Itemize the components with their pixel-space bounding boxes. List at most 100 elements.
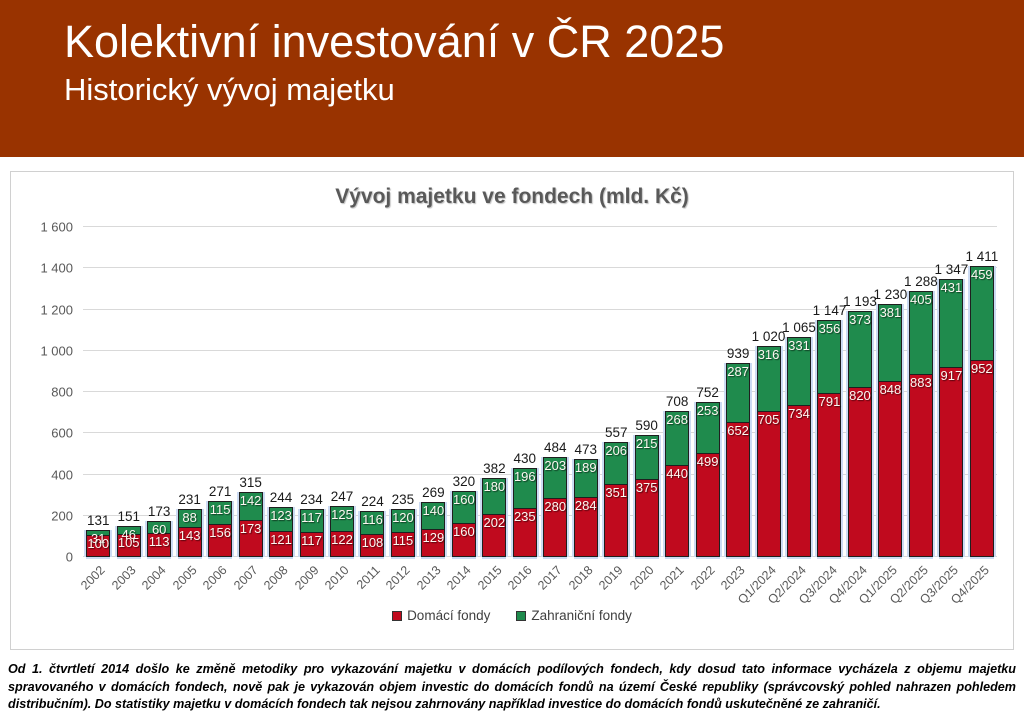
bar-total-label: 1 411 xyxy=(965,249,999,264)
bar-segment-value: 952 xyxy=(970,360,993,376)
bar-stack: 268 440 xyxy=(665,410,690,557)
slide-header: Kolektivní investování v ČR 2025 Histori… xyxy=(0,0,1024,157)
bar-stack: 60 113 xyxy=(147,521,172,557)
gridline xyxy=(83,308,997,310)
bar-segment-domaci-fondy: 883 xyxy=(908,374,933,557)
bar-segment-zahranicni-fondy: 160 xyxy=(451,491,476,524)
bar-stack: 405 883 xyxy=(908,291,933,557)
bar-segment-domaci-fondy: 791 xyxy=(817,393,842,557)
bar-total-label: 131 xyxy=(86,512,110,528)
bar-segment-value: 356 xyxy=(818,321,841,337)
bar-column-2022: 752 253 499 xyxy=(692,385,722,557)
bar-segment-value: 705 xyxy=(757,411,780,427)
bar-total-label: 382 xyxy=(483,461,506,477)
bar-segment-value: 160 xyxy=(453,492,475,507)
bar-segment-value: 46 xyxy=(121,526,136,542)
bar-segment-value: 253 xyxy=(696,402,719,418)
bar-stack: 196 235 xyxy=(512,468,537,557)
bar-segment-domaci-fondy: 734 xyxy=(787,405,812,557)
bar-segment-zahranicni-fondy: 189 xyxy=(573,459,598,499)
bar-segment-value: 280 xyxy=(544,499,567,515)
bar-segment-zahranicni-fondy: 253 xyxy=(695,401,720,455)
bar-segment-value: 459 xyxy=(970,267,993,282)
bar-segment-domaci-fondy: 156 xyxy=(208,524,233,557)
y-axis-tick-label: 1 600 xyxy=(40,219,73,235)
bar-segment-domaci-fondy: 952 xyxy=(969,360,994,557)
bar-stack: 253 499 xyxy=(695,401,720,557)
y-axis-tick-label: 1 000 xyxy=(40,343,73,359)
bar-segment-value: 734 xyxy=(788,405,810,421)
legend-label: Domácí fondy xyxy=(407,608,491,623)
bar-segment-zahranicni-fondy: 125 xyxy=(329,506,354,532)
bar-segment-domaci-fondy: 100 xyxy=(86,536,111,557)
x-axis-tick-label: 2004 xyxy=(139,563,170,593)
bar-segment-domaci-fondy: 129 xyxy=(421,530,446,557)
bar-column-Q4/2025: 1 411 459 952 xyxy=(965,249,999,557)
gridline xyxy=(83,226,997,227)
x-axis-tick-label: 2006 xyxy=(200,563,231,593)
gridline xyxy=(83,556,997,557)
bar-segment-zahranicni-fondy: 373 xyxy=(847,310,872,388)
bar-total-label: 271 xyxy=(208,484,232,500)
bar-segment-domaci-fondy: 917 xyxy=(939,367,964,557)
bar-segment-domaci-fondy: 351 xyxy=(604,484,629,557)
bar-segment-value: 143 xyxy=(178,527,201,543)
bar-total-label: 269 xyxy=(422,484,445,500)
bar-segment-value: 125 xyxy=(331,507,353,523)
bar-total-label: 484 xyxy=(544,440,567,456)
x-axis-tick-label: 2014 xyxy=(444,563,474,593)
bar-segment-value: 88 xyxy=(182,510,197,526)
bar-segment-value: 142 xyxy=(239,493,262,509)
bar-segment-value: 820 xyxy=(849,387,871,403)
y-axis-tick-label: 0 xyxy=(65,549,73,565)
bar-segment-value: 100 xyxy=(87,536,110,552)
bar-segment-value: 189 xyxy=(574,460,597,476)
bar-segment-domaci-fondy: 173 xyxy=(238,521,263,557)
x-axis-labels: 2002 2003 2004 2005 2006 2007 2008 2009 2010 2011… xyxy=(79,557,997,607)
bar-total-label: 1 065 xyxy=(782,320,816,336)
bar-total-label: 224 xyxy=(361,493,384,509)
bar-segment-domaci-fondy: 284 xyxy=(573,498,598,557)
bar-segment-value: 499 xyxy=(696,454,719,470)
bar-segment-value: 917 xyxy=(940,367,963,383)
bar-segment-value: 373 xyxy=(849,311,871,327)
bar-column-2011: 224 116 108 xyxy=(357,494,387,557)
bar-column-2004: 173 60 113 xyxy=(144,504,174,557)
bar-total-label: 590 xyxy=(635,418,658,434)
bar-stack: 117 117 xyxy=(299,508,324,557)
x-axis-tick: Q4/2025 xyxy=(948,557,997,607)
bar-segment-value: 440 xyxy=(666,466,688,482)
bar-total-label: 708 xyxy=(665,393,689,409)
bar-total-label: 1 020 xyxy=(751,329,786,345)
bar-column-2013: 269 140 129 xyxy=(418,485,448,557)
bar-segment-zahranicni-fondy: 381 xyxy=(878,303,903,383)
bar-stack: 381 848 xyxy=(878,303,903,557)
y-axis-tick-label: 200 xyxy=(51,508,73,524)
chart-panel: Vývoj majetku ve fondech (mld. Kč) 0 200 4… xyxy=(10,171,1014,650)
chart-title: Vývoj majetku ve fondech (mld. Kč) xyxy=(335,185,689,208)
bar-segment-value: 117 xyxy=(301,509,322,525)
bar-total-label: 320 xyxy=(452,474,476,489)
bar-stack: 120 115 xyxy=(390,508,415,557)
bar-segment-value: 405 xyxy=(910,292,932,308)
bar-segment-value: 883 xyxy=(910,374,932,390)
bar-total-label: 234 xyxy=(300,491,323,507)
bar-segment-zahranicni-fondy: 215 xyxy=(634,435,659,480)
bar-stack: 316 705 xyxy=(756,346,781,557)
bars-container: 131 31 100 151 46 105 173 60 113 231 88 143 271 115 15… xyxy=(83,227,999,557)
bar-column-2006: 271 115 156 xyxy=(205,484,235,557)
bar-column-2014: 320 160 160 xyxy=(449,474,479,557)
bar-segment-domaci-fondy: 122 xyxy=(329,531,354,557)
bar-total-label: 235 xyxy=(391,491,415,507)
bar-segment-value: 652 xyxy=(727,422,749,438)
bar-stack: 431 917 xyxy=(939,278,964,557)
bar-segment-value: 375 xyxy=(635,479,658,495)
bar-segment-domaci-fondy: 115 xyxy=(390,533,415,557)
legend-item-zahranicni-fondy: Zahraniční fondy xyxy=(516,608,632,623)
bar-segment-value: 203 xyxy=(544,458,567,474)
x-axis-tick-label: 2002 xyxy=(78,563,109,593)
bar-segment-zahranicni-fondy: 142 xyxy=(238,492,263,522)
bar-segment-value: 122 xyxy=(331,531,353,547)
gridline xyxy=(83,267,997,269)
gridline xyxy=(83,432,997,434)
